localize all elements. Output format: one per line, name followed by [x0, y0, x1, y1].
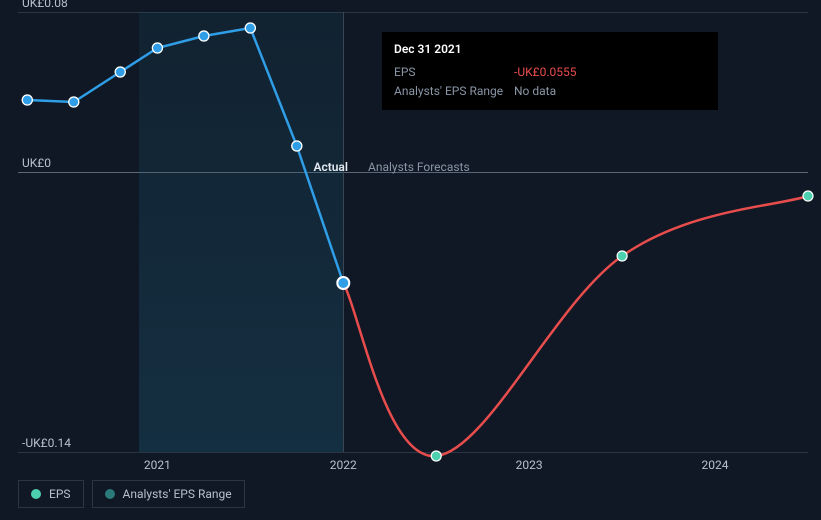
data-point[interactable] [431, 451, 441, 461]
y-axis-label: UK£0 [22, 156, 51, 172]
chart-tooltip: Dec 31 2021 EPS -UK£0.0555 Analysts' EPS… [382, 32, 718, 110]
tooltip-value-range: No data [514, 82, 556, 101]
tooltip-value-eps: -UK£0.0555 [514, 63, 577, 82]
x-axis-label: 2021 [144, 458, 171, 472]
series-line-eps_forecast [343, 196, 808, 456]
legend-label: Analysts' EPS Range [123, 487, 232, 501]
eps-chart: Actual Analysts Forecasts UK£0.08UK£0-UK… [18, 12, 808, 470]
data-point[interactable] [199, 31, 209, 41]
tooltip-label-range: Analysts' EPS Range [394, 82, 514, 101]
data-point[interactable] [617, 251, 627, 261]
data-point[interactable] [245, 23, 255, 33]
tooltip-title: Dec 31 2021 [394, 40, 706, 59]
legend-swatch-icon [31, 489, 41, 499]
data-point[interactable] [292, 141, 302, 151]
data-point[interactable] [22, 95, 32, 105]
data-point[interactable] [152, 43, 162, 53]
data-point[interactable] [115, 67, 125, 77]
chart-legend: EPS Analysts' EPS Range [18, 480, 245, 508]
legend-swatch-icon [105, 489, 115, 499]
y-axis-label: -UK£0.14 [22, 436, 71, 452]
legend-label: EPS [49, 487, 71, 501]
y-axis-label: UK£0.08 [22, 0, 68, 12]
x-axis-label: 2022 [330, 458, 357, 472]
data-point[interactable] [69, 97, 79, 107]
x-axis-label: 2023 [516, 458, 543, 472]
highlight-point[interactable] [337, 277, 349, 289]
series-line-eps_actual [27, 28, 343, 283]
x-axis-label: 2024 [702, 458, 729, 472]
tooltip-label-eps: EPS [394, 63, 514, 82]
data-point[interactable] [803, 191, 813, 201]
legend-item-eps[interactable]: EPS [18, 480, 84, 508]
legend-item-eps-range[interactable]: Analysts' EPS Range [92, 480, 245, 508]
